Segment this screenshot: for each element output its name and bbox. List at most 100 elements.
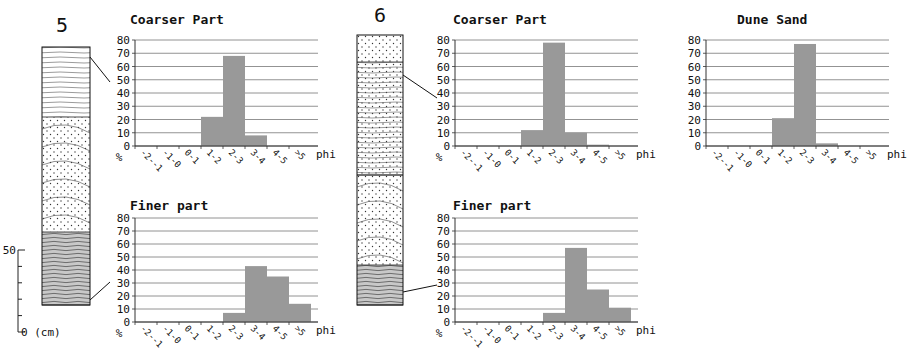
y-tick-label: 30 [437,100,450,113]
x-tick-label: 2-3 [547,323,566,342]
x-tick-label: >5 [613,147,628,162]
y-tick-label: 20 [117,114,130,127]
grid-line [706,40,889,41]
x-tick [135,322,136,325]
x-tick [587,322,588,325]
cross-bed [42,143,90,151]
x-tick-label: 4-5 [842,147,861,166]
layer [357,62,403,175]
layer-boundary [357,175,403,176]
bars [772,44,838,146]
x-tick-label: 0-1 [503,147,522,166]
x-tick [157,322,158,325]
layer [357,265,403,305]
x-label: phi [316,324,336,337]
x-tick-label: 2-3 [798,147,817,166]
x-tick-label: >5 [293,323,308,338]
x-tick [521,146,522,149]
y-tick-label: 40 [437,264,450,277]
y-tick-label: 40 [437,87,450,100]
grid-line [455,270,638,271]
grid-line [135,270,318,271]
layer-boundary [357,175,403,176]
scale-minor-tick [18,299,22,300]
x-label: phi [636,324,656,337]
x-tick-label: -1-0 [732,147,754,169]
x-tick [455,322,456,325]
x-tick-label: -2--1 [139,147,165,173]
x-tick-label: -1-0 [161,323,183,345]
x-tick-label: 1-2 [776,147,795,166]
layer-boundary [357,265,403,266]
y-tick-label: 60 [117,61,130,74]
grid-line [706,146,889,147]
histogram: Finer part01020304050607080-2--1-1-00-11… [436,198,656,350]
cross-bed [357,183,403,191]
x-tick-label: 3-4 [569,147,588,166]
y-label: % [116,151,123,164]
y-tick-label: 60 [437,61,450,74]
x-tick-label: 3-4 [249,147,268,166]
leader-line [90,282,110,300]
x-tick [455,146,456,149]
y-tick-label: 10 [117,127,130,140]
leader-line [90,57,110,82]
chart-title: Finer part [130,198,208,213]
x-tick [135,146,136,149]
bar [565,248,587,322]
x-tick-label: 4-5 [591,323,610,342]
bar [267,277,289,323]
cross-bed [357,219,403,227]
x-tick-label: >5 [613,323,628,338]
y-tick-label: 70 [688,47,701,60]
bars [543,248,631,322]
scale-axis [18,250,19,332]
y-tick-label: 0 [443,140,450,153]
x-tick [543,322,544,325]
y-tick-label: 80 [437,212,450,225]
y-tick-label: 80 [117,34,130,47]
grid-line [135,257,318,258]
scale-label: 50 [3,244,16,257]
x-tick [223,146,224,149]
x-tick [223,322,224,325]
x-tick-label: 1-2 [205,147,224,166]
grid-line [135,218,318,219]
bar [772,118,794,146]
x-tick [267,322,268,325]
grid-line [455,257,638,258]
layer-boundary [42,232,90,233]
y-tick-label: 50 [437,251,450,264]
y-tick-label: 0 [443,316,450,329]
x-tick-label: 3-4 [569,323,588,342]
x-axis [706,146,889,147]
y-tick-label: 20 [117,290,130,303]
x-label: phi [887,148,907,161]
bar [223,313,245,322]
grid-line [455,231,638,232]
x-tick-label: 1-2 [525,147,544,166]
layer-boundary [357,62,403,63]
grid-line [135,146,318,147]
bar [521,130,543,146]
grid-line [455,283,638,284]
layer [357,35,403,62]
cross-bed [42,125,90,133]
x-tick [565,146,566,149]
x-tick-label: -2--1 [139,323,165,349]
x-tick [289,146,290,149]
y-tick-label: 30 [117,100,130,113]
x-tick [201,322,202,325]
y-tick-label: 60 [117,238,130,251]
bar [289,304,311,322]
column-frame [357,35,403,305]
x-tick [499,146,500,149]
x-tick-label: >5 [293,147,308,162]
y-tick-label: 0 [123,316,130,329]
x-tick-label: -2--1 [459,147,485,173]
grid-line [455,322,638,323]
bars [521,43,609,146]
x-tick-label: 3-4 [820,147,839,166]
x-tick-label: 2-3 [547,147,566,166]
y-tick-label: 40 [117,264,130,277]
